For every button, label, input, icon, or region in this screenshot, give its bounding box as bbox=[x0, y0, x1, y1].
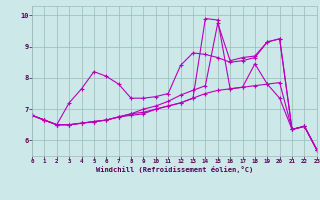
X-axis label: Windchill (Refroidissement éolien,°C): Windchill (Refroidissement éolien,°C) bbox=[96, 166, 253, 173]
